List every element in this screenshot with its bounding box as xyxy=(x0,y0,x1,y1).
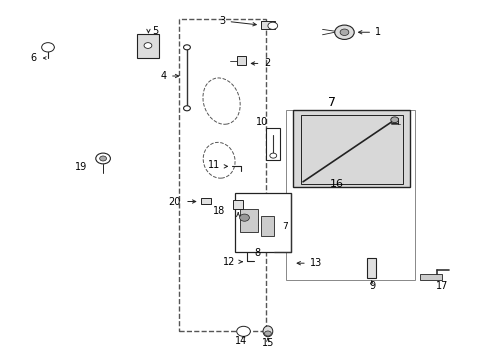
Ellipse shape xyxy=(203,143,235,178)
Text: 2: 2 xyxy=(264,58,270,68)
Circle shape xyxy=(339,29,348,36)
Bar xyxy=(293,110,409,187)
Text: 5: 5 xyxy=(152,26,158,36)
Text: 19: 19 xyxy=(75,162,87,172)
Text: 15: 15 xyxy=(261,338,274,348)
Text: 9: 9 xyxy=(368,281,375,291)
Text: 1: 1 xyxy=(374,27,381,37)
Bar xyxy=(178,19,266,330)
Bar xyxy=(236,55,246,64)
Circle shape xyxy=(236,326,250,336)
Bar xyxy=(239,209,258,232)
Text: 4: 4 xyxy=(160,71,166,81)
Ellipse shape xyxy=(263,326,272,337)
Circle shape xyxy=(183,45,190,50)
Text: 8: 8 xyxy=(254,248,260,258)
Bar xyxy=(260,216,274,235)
Text: 13: 13 xyxy=(310,258,322,268)
Circle shape xyxy=(100,156,106,161)
Bar xyxy=(261,21,274,29)
Circle shape xyxy=(269,153,276,158)
Text: 11: 11 xyxy=(207,159,220,170)
Circle shape xyxy=(390,117,398,123)
Bar xyxy=(137,34,159,58)
Text: 14: 14 xyxy=(235,336,247,346)
Text: 10: 10 xyxy=(256,117,268,127)
Bar xyxy=(200,198,211,204)
Bar xyxy=(266,128,280,160)
Bar xyxy=(300,116,402,184)
Circle shape xyxy=(96,153,110,164)
Text: 18: 18 xyxy=(212,206,224,216)
Bar xyxy=(419,274,441,280)
Circle shape xyxy=(267,22,277,30)
Text: 17: 17 xyxy=(435,281,447,291)
Text: 20: 20 xyxy=(168,197,181,207)
Text: 3: 3 xyxy=(219,16,224,26)
Text: 7: 7 xyxy=(282,222,287,231)
Bar xyxy=(285,110,414,280)
Text: 16: 16 xyxy=(329,179,344,189)
Text: 7: 7 xyxy=(327,96,336,109)
Bar xyxy=(366,258,375,278)
Circle shape xyxy=(264,331,271,336)
Circle shape xyxy=(334,25,353,40)
Circle shape xyxy=(41,42,54,52)
Circle shape xyxy=(183,106,190,111)
Circle shape xyxy=(239,214,249,221)
Bar xyxy=(233,200,243,210)
Text: 6: 6 xyxy=(30,53,36,63)
Text: 12: 12 xyxy=(223,257,235,267)
Circle shape xyxy=(144,42,152,48)
Bar xyxy=(234,193,290,252)
Ellipse shape xyxy=(203,78,240,124)
